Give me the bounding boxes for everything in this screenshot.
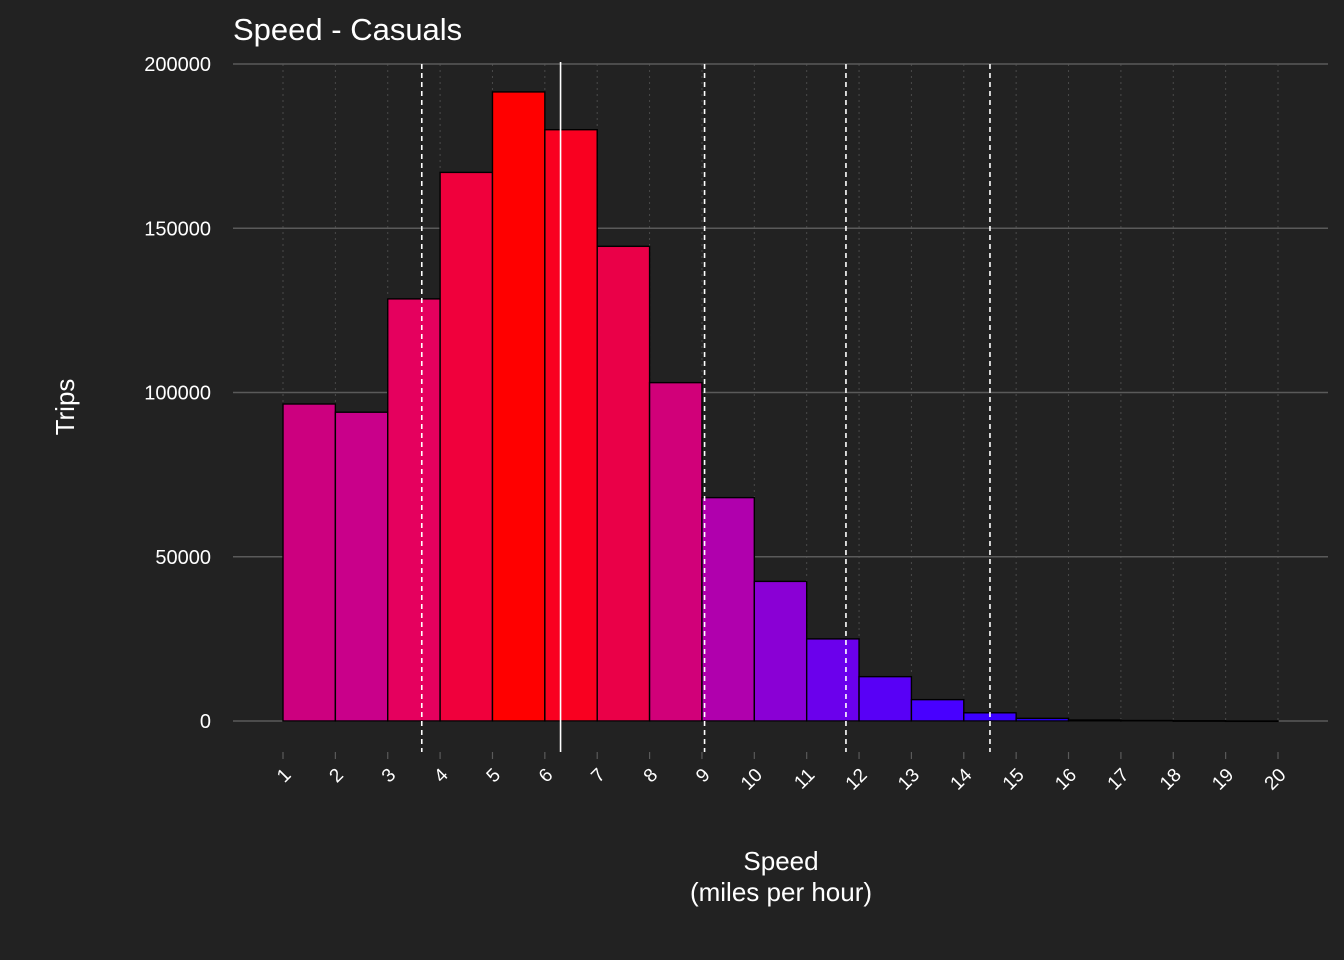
x-axis-label-units: (miles per hour) (690, 877, 872, 907)
y-axis-ticks: 0 50000 100000 150000 200000 (144, 54, 211, 733)
y-tick-label: 0 (200, 711, 211, 733)
histogram-bar (1224, 720, 1279, 723)
bars (282, 91, 1279, 723)
chart-title: Speed - Casuals (233, 12, 462, 47)
histogram-bar (1172, 720, 1227, 722)
histogram-bar (1015, 717, 1070, 722)
histogram-bar (334, 411, 389, 722)
y-axis-label: Trips (50, 379, 80, 436)
histogram-bar (544, 128, 598, 722)
histogram-bar (1067, 719, 1122, 722)
y-tick-label: 200000 (144, 54, 211, 76)
histogram-bar (439, 171, 494, 722)
y-tick-label: 50000 (155, 547, 211, 569)
histogram-bar (910, 698, 965, 722)
histogram-bar (491, 91, 546, 722)
histogram-bar (753, 580, 808, 722)
histogram-bar (387, 298, 441, 722)
histogram-bar (1120, 719, 1174, 722)
histogram-bar (596, 245, 651, 722)
reference-lines (420, 62, 991, 752)
histogram-bar (648, 381, 703, 722)
histogram-bar (858, 675, 913, 722)
histogram-bar (282, 403, 337, 722)
histogram-bar (805, 638, 860, 722)
y-tick-label: 150000 (144, 218, 211, 240)
x-axis-label: Speed (743, 846, 818, 876)
histogram-bar (701, 496, 756, 722)
y-tick-label: 100000 (144, 383, 211, 405)
